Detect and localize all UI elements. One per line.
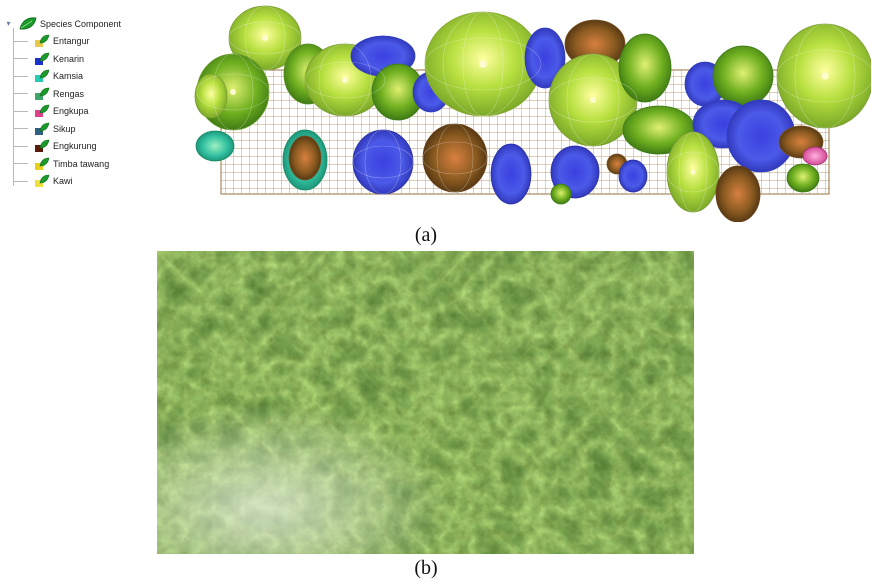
species-leaf-icon — [34, 122, 50, 136]
species-leaf-icon — [34, 69, 50, 83]
tree-branch-line — [14, 128, 28, 129]
tree-item-label: Kamsia — [53, 71, 83, 81]
aerial-forest-photo — [157, 251, 694, 554]
species-leaf-icon — [34, 104, 50, 118]
tree-item-label: Kawi — [53, 176, 73, 186]
tree-branch-line — [14, 58, 28, 59]
caption-b: (b) — [396, 557, 456, 580]
tree-branch-line — [14, 163, 28, 164]
species-leaf-icon — [34, 174, 50, 188]
tree-item-label: Engkurung — [53, 141, 97, 151]
tree-item-kamsia[interactable]: Kamsia — [14, 69, 83, 83]
tree-item-rengas[interactable]: Rengas — [14, 87, 84, 101]
species-leaf-icon — [34, 52, 50, 66]
tree-item-kenarin[interactable]: Kenarin — [14, 52, 84, 66]
tree-root[interactable]: ▾ Species Component — [4, 17, 121, 31]
tree-item-sikup[interactable]: Sikup — [14, 122, 76, 136]
species-leaf-icon — [34, 87, 50, 101]
tree-branch-line — [14, 41, 28, 42]
tree-item-label: Kenarin — [53, 54, 84, 64]
tree-root-label: Species Component — [40, 19, 121, 29]
tree-branch-line — [14, 111, 28, 112]
crown-visualization — [193, 4, 871, 222]
tree-item-label: Engkupa — [53, 106, 89, 116]
tree-item-timba-tawang[interactable]: Timba tawang — [14, 157, 109, 171]
tree-item-label: Rengas — [53, 89, 84, 99]
leaf-icon — [19, 17, 37, 31]
tree-branch-line — [14, 146, 28, 147]
tree-branch-line — [14, 93, 28, 94]
expand-toggle-icon[interactable]: ▾ — [4, 19, 13, 29]
species-leaf-icon — [34, 139, 50, 153]
tree-branch-line — [14, 76, 28, 77]
tree-item-entangur[interactable]: Entangur — [14, 34, 90, 48]
tree-item-label: Entangur — [53, 36, 90, 46]
species-tree: ▾ Species Component Entangur Kenarin Kamsi… — [4, 14, 184, 194]
tree-item-engkurung[interactable]: Engkurung — [14, 139, 97, 153]
tree-item-engkupa[interactable]: Engkupa — [14, 104, 89, 118]
tree-item-label: Timba tawang — [53, 159, 109, 169]
species-leaf-icon — [34, 34, 50, 48]
species-leaf-icon — [34, 157, 50, 171]
tree-item-kawi[interactable]: Kawi — [14, 174, 73, 188]
tree-branch-line — [14, 181, 28, 182]
tree-item-label: Sikup — [53, 124, 76, 134]
caption-a: (a) — [396, 224, 456, 247]
